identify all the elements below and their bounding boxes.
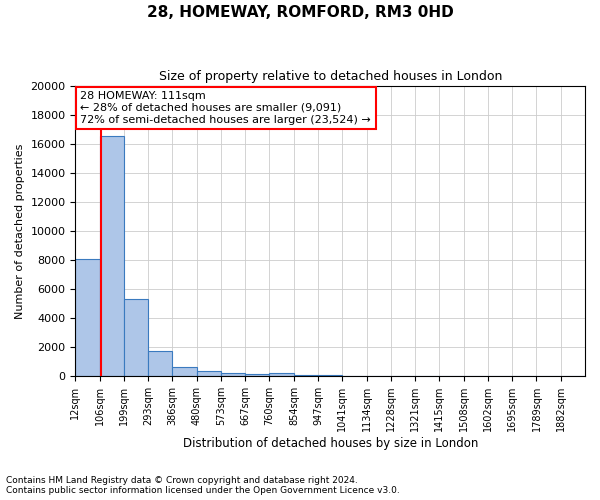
Y-axis label: Number of detached properties: Number of detached properties xyxy=(15,143,25,318)
Bar xyxy=(197,371,221,376)
Text: 28, HOMEWAY, ROMFORD, RM3 0HD: 28, HOMEWAY, ROMFORD, RM3 0HD xyxy=(146,5,454,20)
Bar xyxy=(100,136,124,376)
X-axis label: Distribution of detached houses by size in London: Distribution of detached houses by size … xyxy=(182,437,478,450)
Text: Contains HM Land Registry data © Crown copyright and database right 2024.
Contai: Contains HM Land Registry data © Crown c… xyxy=(6,476,400,495)
Title: Size of property relative to detached houses in London: Size of property relative to detached ho… xyxy=(158,70,502,83)
Bar xyxy=(245,374,269,376)
Text: 28 HOMEWAY: 111sqm
← 28% of detached houses are smaller (9,091)
72% of semi-deta: 28 HOMEWAY: 111sqm ← 28% of detached hou… xyxy=(80,92,371,124)
Bar xyxy=(221,373,245,376)
Bar xyxy=(76,258,100,376)
Bar xyxy=(124,299,148,376)
Bar xyxy=(294,375,318,376)
Bar xyxy=(172,367,197,376)
Bar xyxy=(148,351,172,376)
Bar xyxy=(269,374,294,376)
